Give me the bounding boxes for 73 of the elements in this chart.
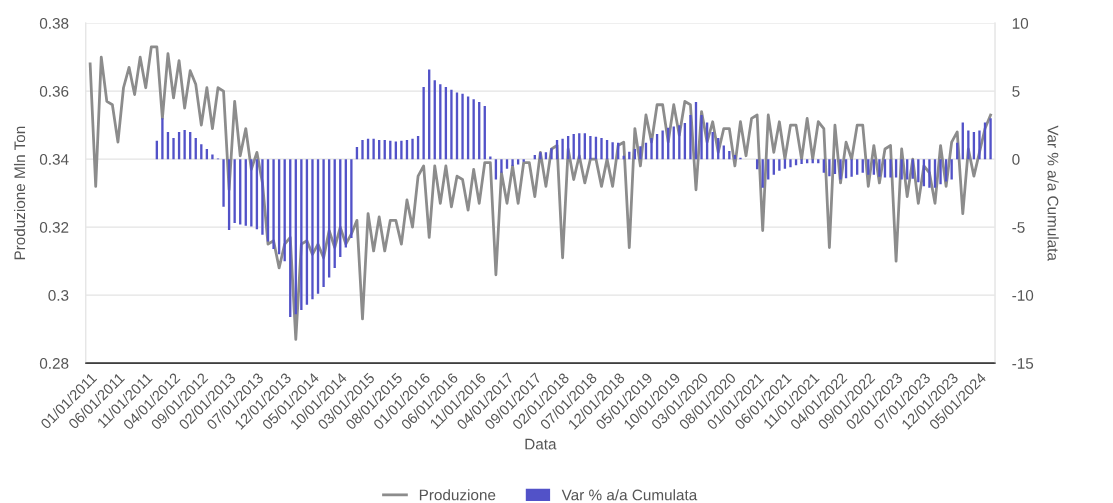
bar — [711, 131, 714, 160]
line-series — [88, 45, 992, 341]
y-axis-title: Produzione Mln Ton — [13, 126, 26, 260]
bar — [361, 140, 364, 160]
bar — [539, 152, 542, 160]
bar — [989, 118, 992, 160]
bar — [600, 138, 603, 160]
y-tick-label: 0.36 — [39, 86, 69, 97]
y2-tick-label: 5 — [1012, 86, 1020, 97]
y2-tick-label: -5 — [1012, 222, 1025, 233]
bar — [850, 159, 853, 177]
bar — [411, 138, 414, 160]
bar — [839, 159, 842, 180]
bar — [472, 99, 475, 160]
bar — [900, 159, 903, 180]
y2-tick-label: -15 — [1012, 358, 1034, 369]
bar — [522, 159, 525, 162]
bar — [611, 142, 614, 160]
bar — [322, 159, 325, 287]
y2-tick-label: 0 — [1012, 154, 1020, 165]
bar — [589, 136, 592, 160]
y2-tick-label: -10 — [1012, 290, 1034, 301]
y-tick-label: 0.32 — [39, 222, 69, 233]
bar — [450, 89, 453, 160]
bar — [172, 138, 175, 160]
y-tick-label: 0.38 — [39, 18, 69, 29]
bar — [183, 129, 186, 160]
legend-label: Var % a/a Cumulata — [561, 489, 698, 501]
bar — [422, 87, 425, 160]
y-tick-label: 0.34 — [39, 154, 69, 165]
bar — [516, 159, 520, 165]
bar — [372, 138, 375, 160]
bar — [939, 159, 942, 185]
bar — [689, 114, 692, 160]
bar — [639, 146, 642, 160]
bar — [511, 159, 514, 166]
y-tick-label: 0.3 — [48, 290, 69, 301]
bar — [300, 159, 303, 311]
bar — [650, 138, 653, 160]
bar — [728, 150, 731, 160]
bar — [233, 159, 236, 224]
bar — [505, 159, 509, 169]
y2-axis-title: Var % a/a Cumulata — [1047, 125, 1059, 261]
bar — [222, 159, 225, 207]
bar — [400, 140, 403, 160]
bar — [261, 159, 264, 235]
legend-label: Produzione — [419, 489, 496, 501]
bar — [250, 159, 253, 227]
bar — [500, 159, 503, 173]
bar — [311, 159, 314, 300]
bar — [550, 148, 553, 160]
y-tick-label: 0.28 — [39, 358, 69, 369]
bar — [889, 159, 892, 178]
bar — [161, 118, 164, 160]
bar — [967, 130, 970, 160]
y2-tick-label: 10 — [1012, 18, 1029, 29]
bar — [489, 156, 492, 160]
bar — [783, 159, 787, 169]
bar — [778, 159, 781, 171]
bar — [211, 154, 214, 160]
bar — [800, 159, 803, 164]
bar — [978, 130, 981, 160]
x-axis-title: Data — [525, 438, 557, 450]
bar — [350, 159, 353, 239]
bar — [461, 93, 464, 160]
bar — [661, 130, 664, 160]
bar — [561, 138, 564, 160]
bar — [700, 114, 703, 160]
bar — [878, 159, 881, 177]
bar — [272, 159, 275, 249]
bar — [828, 159, 831, 177]
bar — [789, 159, 792, 168]
bar — [928, 159, 931, 188]
